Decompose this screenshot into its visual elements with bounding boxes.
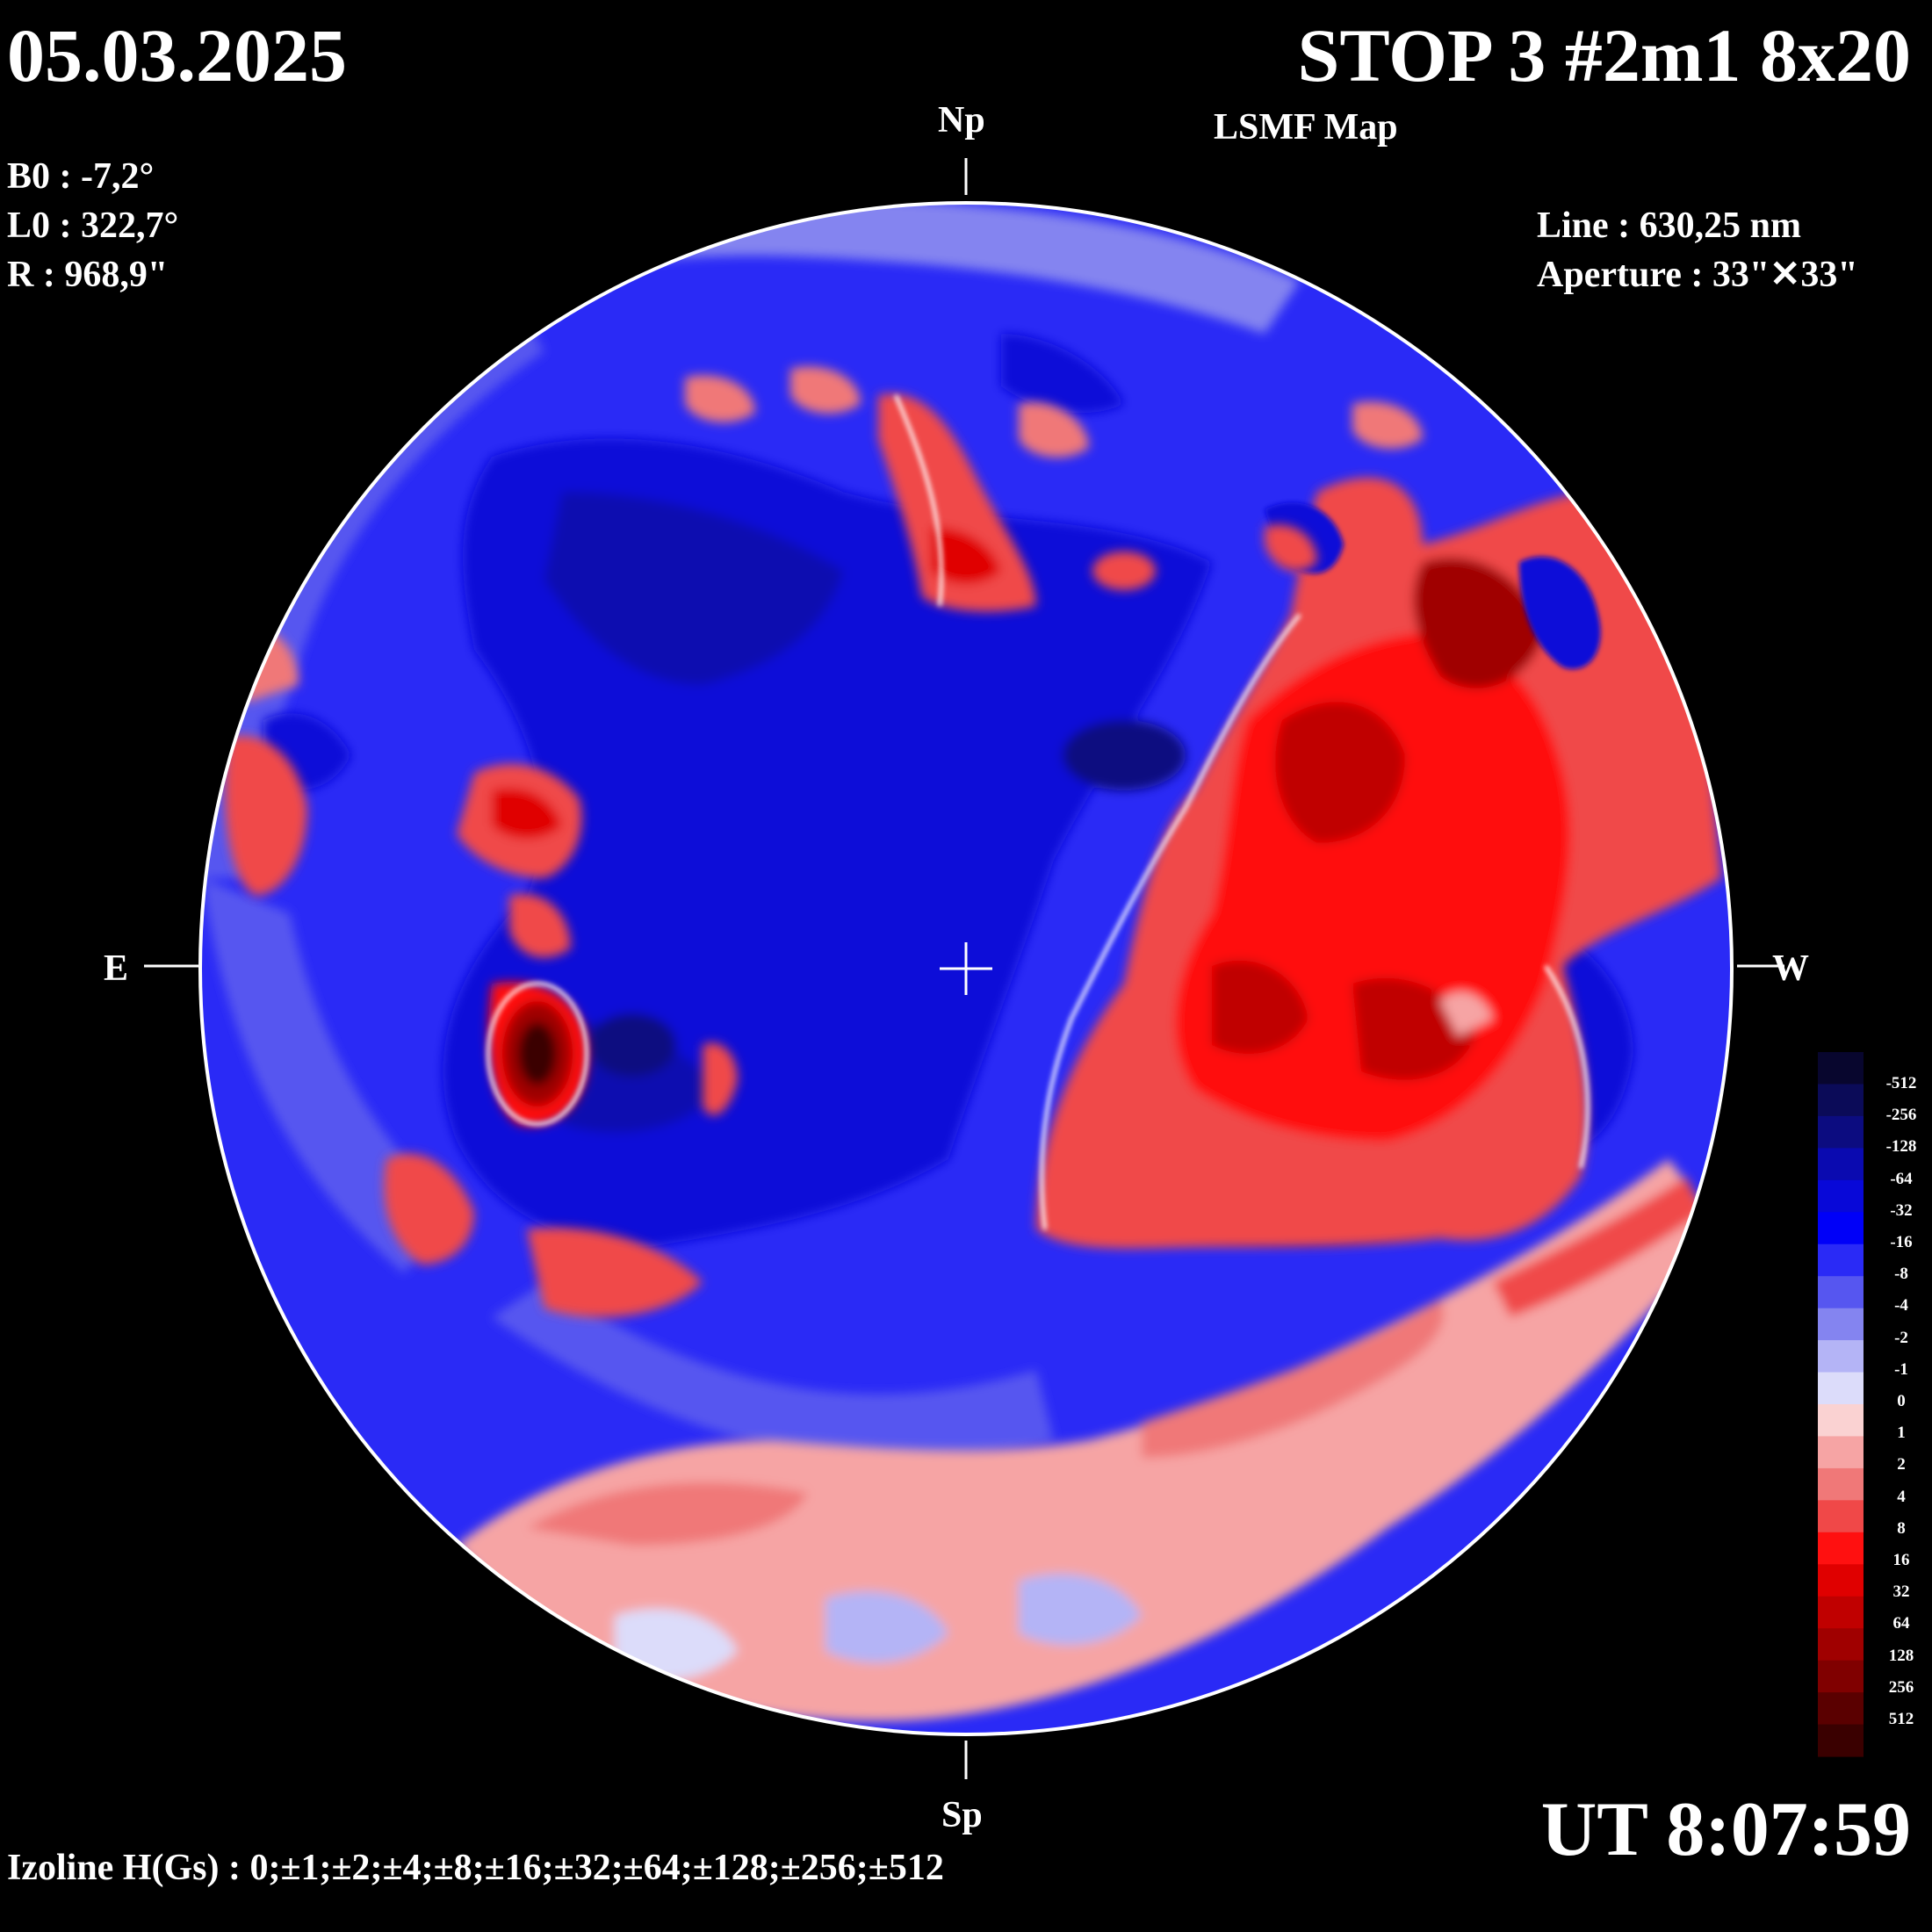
colorbar-swatch [1818,1372,1864,1405]
observation-date: 05.03.2025 [7,13,347,97]
colorbar-swatch [1818,1436,1864,1469]
colorbar-swatch [1818,1596,1864,1629]
aperture-size: Aperture : 33"✕33" [1537,255,1858,295]
map-title: STOP 3 #2m1 8x20 [1297,13,1911,97]
l0-parameter: L0 : 322,7° [7,205,179,246]
colorbar-swatch [1818,1724,1864,1757]
colorbar-swatch [1818,1467,1864,1501]
north-pole-label: Np [938,100,985,141]
colorbar-swatch [1818,1244,1864,1277]
b0-parameter: B0 : -7,2° [7,156,155,197]
colorbar-swatch [1818,1692,1864,1726]
colorbar-label: -2 [1894,1328,1908,1347]
colorbar-label: 256 [1888,1677,1914,1697]
spectral-line: Line : 630,25 nm [1537,205,1802,246]
colorbar-label: 64 [1892,1614,1910,1633]
east-label: E [104,948,129,989]
colorbar-swatch [1818,1212,1864,1245]
colorbar-swatch [1818,1564,1864,1597]
colorbar-swatch [1818,1660,1864,1693]
colorbar-label: -32 [1890,1200,1913,1220]
colorbar-swatch [1818,1628,1864,1662]
colorbar-label: -16 [1890,1233,1913,1251]
colorbar-swatch [1818,1340,1864,1373]
colorbar-swatch [1818,1404,1864,1438]
colorbar-label: 128 [1888,1646,1914,1665]
colorbar-swatch [1818,1084,1864,1117]
colorbar-label: -128 [1885,1137,1917,1157]
positive-field-east [225,626,738,1317]
izoline-legend: Izoline H(Gs) : 0;±1;±2;±4;±8;±16;±32;±6… [7,1848,944,1888]
colorbar-label: -256 [1885,1106,1917,1125]
colorbar-label: -64 [1890,1169,1913,1188]
colorbar-label: 0 [1897,1392,1906,1410]
colorbar-swatch [1818,1308,1864,1341]
colorbar-label: 8 [1897,1518,1906,1538]
colorbar-label: 4 [1897,1487,1906,1506]
colorbar-label: 32 [1892,1582,1910,1602]
colorbar-swatch [1818,1115,1864,1149]
solar-disk [200,203,1732,1734]
neutral-lines [487,394,1590,1230]
colorbar-label: 512 [1888,1710,1914,1728]
colorbar-swatch [1818,1179,1864,1213]
colorbar-label: 16 [1892,1551,1910,1569]
west-label: W [1772,948,1809,989]
positive-field-north [685,366,1423,612]
colorbar-label: -8 [1894,1265,1908,1284]
universal-time: UT 8:07:59 [1540,1787,1911,1872]
colorbar-swatch [1818,1052,1864,1085]
colorbar-swatch [1818,1276,1864,1309]
colorbar-swatch [1818,1148,1864,1181]
disk-outline [198,201,1734,1736]
positive-field-south [457,1159,1721,1721]
colorbar-label: -4 [1894,1296,1908,1316]
map-subtitle: LSMF Map [1214,107,1398,148]
colorbar [1818,1052,1864,1757]
colorbar-label: -1 [1894,1359,1908,1379]
colorbar-label: -512 [1885,1074,1917,1092]
colorbar-label: 2 [1897,1455,1906,1474]
colorbar-label: 1 [1897,1424,1906,1443]
positive-field-west [1036,477,1721,1249]
colorbar-swatch [1818,1500,1864,1533]
colorbar-swatch [1818,1532,1864,1565]
south-pole-label: Sp [941,1795,983,1835]
radius-parameter: R : 968,9" [7,255,169,295]
axis-ticks [144,158,1784,1779]
